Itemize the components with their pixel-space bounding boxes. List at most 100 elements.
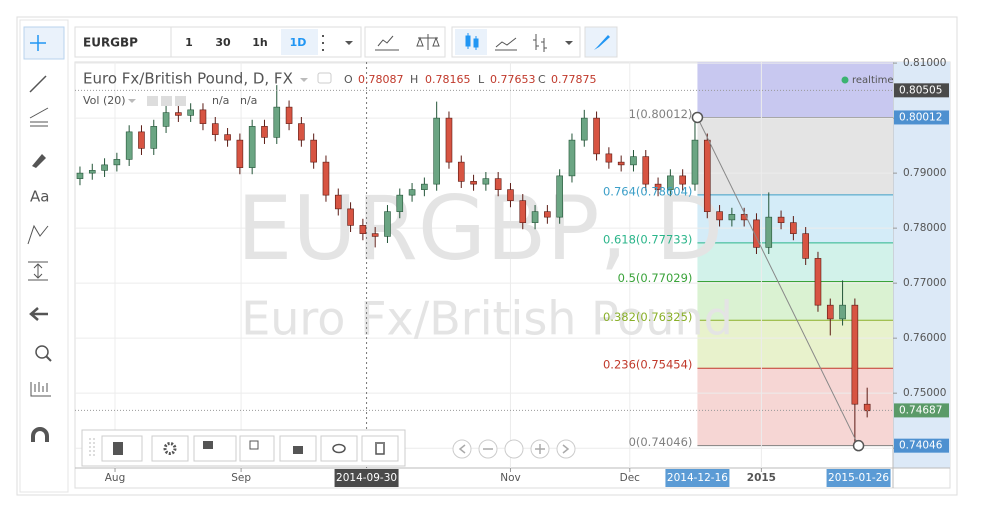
- y-tick-label: 0.75000: [903, 387, 946, 399]
- x-tick-label: Sep: [231, 472, 251, 484]
- volume-label: Vol (20): [83, 94, 126, 107]
- fib-zone: [697, 368, 893, 446]
- candle-body: [679, 175, 686, 185]
- y-tick-label: 0.77000: [903, 277, 946, 289]
- fib-zone: [697, 320, 893, 369]
- interval-button[interactable]: 30: [215, 36, 231, 49]
- candle-body: [236, 139, 244, 168]
- scroll-left[interactable]: [452, 439, 472, 459]
- vol-btn[interactable]: [161, 96, 172, 106]
- candle-body: [138, 131, 145, 149]
- interval-button[interactable]: 1D: [290, 36, 307, 49]
- nav-icons: [458, 444, 570, 454]
- ohlc-value: 0.78165: [425, 73, 471, 86]
- realtime-label: realtime: [852, 75, 894, 86]
- crosshair-icon: [30, 35, 46, 51]
- candle-body: [162, 112, 170, 127]
- pattern-tool[interactable]: [27, 224, 49, 245]
- measure-tool[interactable]: [28, 261, 48, 281]
- hide-button[interactable]: [317, 72, 332, 84]
- area-button[interactable]: [495, 37, 517, 51]
- candle-body: [433, 117, 440, 185]
- candle-body: [802, 233, 809, 259]
- line-tool[interactable]: [29, 75, 47, 93]
- candle-body: [494, 178, 502, 190]
- legend-dropdown[interactable]: [300, 78, 308, 82]
- reset[interactable]: [504, 439, 524, 459]
- ohlc-key: H: [410, 73, 418, 86]
- date-label-bg: [665, 469, 730, 487]
- left-toolbar: [19, 19, 69, 493]
- date-label: 2014-09-30: [336, 472, 397, 484]
- candle-body: [334, 194, 342, 210]
- candle-body: [384, 211, 391, 237]
- delete-button[interactable]: [361, 435, 399, 462]
- fib-label: 0(0.74046): [629, 435, 693, 449]
- fib-zone: [697, 242, 893, 282]
- candle-body: [322, 161, 330, 196]
- candle-body: [310, 139, 317, 163]
- magnet-tool[interactable]: [31, 427, 49, 442]
- compare-button[interactable]: [416, 34, 440, 50]
- settings-button[interactable]: [151, 435, 189, 462]
- volume-dropdown[interactable]: [128, 99, 136, 103]
- candle-body: [863, 403, 871, 412]
- candle-body: [703, 139, 711, 212]
- candle-body: [187, 109, 194, 116]
- interval-button[interactable]: 1h: [252, 36, 268, 49]
- price-label: 0.80505: [899, 84, 942, 96]
- tools-box: [364, 26, 446, 58]
- candle-body: [544, 211, 551, 218]
- candle-body: [790, 222, 797, 234]
- drag-handle[interactable]: [89, 438, 95, 458]
- candle-body: [765, 216, 773, 248]
- candles-button[interactable]: [455, 29, 487, 55]
- eye-icon: [332, 443, 346, 454]
- style-dropdown[interactable]: [565, 41, 573, 45]
- bars-button[interactable]: [533, 34, 547, 52]
- order-button[interactable]: [193, 435, 237, 462]
- remove-tool[interactable]: [29, 307, 48, 321]
- candle-body: [125, 131, 133, 160]
- candle-body: [593, 117, 600, 155]
- interval-button[interactable]: 1: [185, 36, 193, 49]
- symbol: EURGBP: [83, 36, 138, 50]
- price-axis: [893, 62, 950, 468]
- vol-btn[interactable]: [147, 96, 158, 106]
- zoom-tool[interactable]: [35, 345, 49, 359]
- top-toolbar: EURGBP: [74, 26, 618, 58]
- interval-box: [170, 26, 362, 58]
- trend-handle[interactable]: [852, 439, 865, 452]
- ohlc-value: 0.77875: [551, 73, 597, 86]
- watermark: EURGBP, D: [237, 177, 724, 280]
- lock-button[interactable]: [279, 435, 317, 462]
- fib-top-zone: [697, 62, 893, 118]
- vol-btn[interactable]: [175, 96, 186, 106]
- realtime-dot: [841, 76, 849, 84]
- price-label: 0.80012: [899, 111, 942, 123]
- candle-body: [113, 159, 121, 166]
- trend-handle[interactable]: [691, 111, 704, 124]
- delete-icon: [375, 442, 385, 455]
- brush-button[interactable]: [584, 26, 618, 58]
- text-tool[interactable]: Aa: [30, 188, 49, 206]
- annotation-layer: 1(0.80012) 0.764(0.78604) 0.618(0.77733) 0.…: [75, 62, 949, 487]
- candle-body: [851, 304, 859, 405]
- scroll-right[interactable]: [556, 439, 576, 459]
- candle-body: [371, 233, 379, 237]
- fib-tool[interactable]: [29, 107, 49, 127]
- visibility-button[interactable]: [320, 435, 358, 462]
- candle-body: [654, 183, 662, 190]
- measure-chart-tool[interactable]: [30, 382, 51, 397]
- watermark-sub: Euro Fx/British Pound: [241, 292, 733, 346]
- fib-layer: [697, 62, 893, 447]
- order-icon: [203, 441, 213, 449]
- candle-body: [76, 172, 84, 179]
- y-tick-label: 0.78000: [903, 222, 946, 234]
- brush-tool[interactable]: [32, 154, 46, 168]
- volume-value: n/a: [212, 94, 229, 107]
- dropdown-arrow[interactable]: [345, 41, 353, 45]
- candle-body: [728, 214, 736, 221]
- fib-zone: [697, 281, 893, 321]
- indicators-button[interactable]: [375, 35, 399, 51]
